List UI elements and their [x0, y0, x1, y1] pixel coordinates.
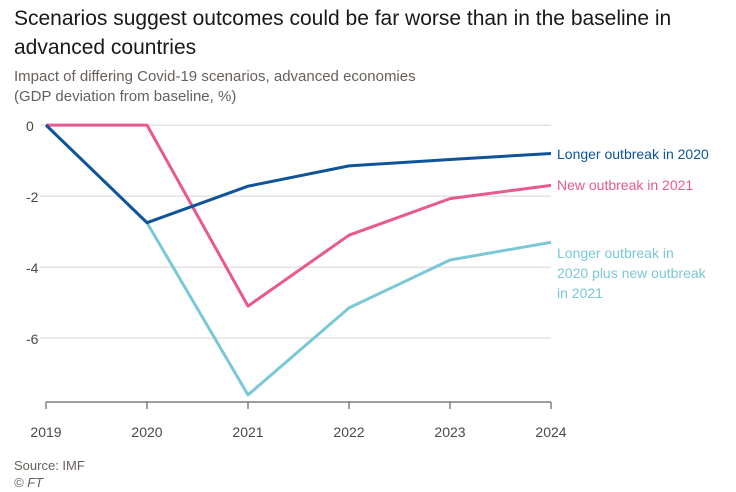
y-tick-label: -4 — [26, 260, 39, 276]
y-tick-label: -6 — [26, 331, 39, 347]
source-note: Source: IMF — [14, 458, 85, 473]
y-tick-label: -2 — [26, 189, 39, 205]
x-tick-label: 2023 — [434, 424, 465, 440]
series-line — [46, 123, 552, 308]
series-line — [44, 124, 552, 225]
chart-footer: Source: IMF © FT — [14, 457, 85, 491]
subtitle-line-2: (GDP deviation from baseline, %) — [14, 88, 237, 105]
y-tick-label: 0 — [26, 118, 34, 134]
x-tick-label: 2021 — [232, 424, 263, 440]
x-tick-label: 2020 — [131, 424, 162, 440]
chart-subtitle: Impact of differing Covid-19 scenarios, … — [14, 67, 714, 107]
x-tick-label: 2024 — [535, 424, 566, 440]
series-label: Longer outbreak in 2020 — [557, 146, 709, 162]
x-tick-label: 2019 — [30, 424, 61, 440]
chart-title: Scenarios suggest outcomes could be far … — [14, 7, 672, 59]
series-label: Longer outbreak in — [557, 245, 674, 261]
series-label: New outbreak in 2021 — [557, 177, 693, 193]
series-label: 2020 plus new outbreak — [557, 265, 707, 281]
ft-credit: © FT — [14, 475, 44, 490]
x-tick-label: 2022 — [333, 424, 364, 440]
series-label: in 2021 — [557, 285, 603, 301]
subtitle-line-1: Impact of differing Covid-19 scenarios, … — [14, 68, 416, 85]
series-line — [44, 124, 552, 397]
